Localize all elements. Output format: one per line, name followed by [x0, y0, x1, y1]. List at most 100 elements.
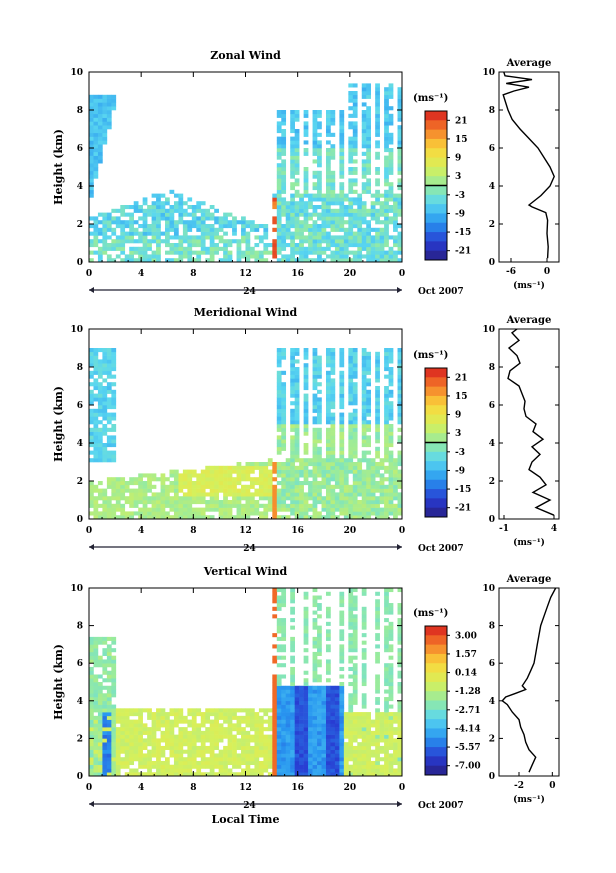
heatmap-cell [384, 477, 389, 482]
heatmap-cell [147, 760, 152, 766]
heatmap-cell [334, 193, 340, 198]
heatmap-cell [281, 595, 287, 600]
heatmap-cell [308, 742, 313, 747]
heatmap-cell [294, 469, 300, 474]
heatmap-cell [142, 243, 148, 248]
heatmap-cell [214, 715, 219, 720]
heatmap-cell [258, 473, 264, 478]
heatmap-cell [236, 246, 242, 251]
heatmap-cell [102, 500, 108, 505]
heatmap-cell [223, 481, 228, 486]
heatmap-cell [384, 431, 389, 436]
heatmap-cell [89, 351, 94, 356]
heatmap-cell [205, 208, 211, 213]
heatmap-cell [245, 235, 251, 240]
heatmap-cell [281, 685, 287, 690]
heatmap-cell [303, 727, 309, 732]
heatmap-cell [241, 227, 246, 232]
heatmap-cell [191, 723, 197, 728]
heatmap-cell [388, 189, 394, 194]
heatmap-cell [227, 515, 233, 520]
x-tick-label: 16 [291, 783, 304, 793]
heatmap-cell [325, 393, 331, 398]
heatmap-cell [97, 140, 103, 145]
heatmap-cell [294, 730, 300, 735]
heatmap-cell [196, 235, 202, 240]
heatmap-cell [173, 745, 179, 750]
heatmap-cell [321, 216, 327, 221]
heatmap-cell [276, 655, 282, 660]
heatmap-cell [281, 243, 287, 248]
heatmap-cell [384, 678, 389, 683]
heatmap-cell [366, 503, 371, 508]
heatmap-cell [115, 481, 121, 486]
heatmap-cell [330, 144, 336, 149]
heatmap-cell [352, 715, 358, 720]
heatmap-cell [102, 515, 108, 520]
heatmap-cell [200, 500, 206, 505]
heatmap-cell [330, 405, 336, 410]
heatmap-cell [97, 363, 103, 368]
heatmap-cell [147, 477, 152, 482]
heatmap-cell [276, 239, 282, 244]
heatmap-cell [191, 727, 197, 732]
heatmap-cell [303, 431, 309, 436]
heatmap-cell [111, 102, 117, 107]
heatmap-cell [303, 723, 309, 728]
heatmap-cell [348, 719, 354, 724]
heatmap-cell [348, 659, 354, 664]
heatmap-cell [397, 435, 403, 440]
heatmap-cell [165, 484, 170, 489]
heatmap-cell [343, 719, 349, 724]
heatmap-cell [397, 201, 403, 206]
heatmap-cell [317, 408, 322, 413]
heatmap-cell [191, 220, 197, 225]
heatmap-cell [384, 507, 389, 512]
heatmap-cell [258, 469, 264, 474]
heatmap-cell [375, 633, 380, 638]
heatmap-cell [388, 87, 394, 92]
heatmap-cell [272, 201, 278, 206]
heatmap-cell [245, 764, 251, 769]
heatmap-cell [93, 435, 99, 440]
heatmap-cell [361, 719, 367, 724]
heatmap-cell [241, 719, 246, 724]
heatmap-cell [106, 121, 112, 126]
profile-y-tick-label: 8 [489, 106, 495, 116]
heatmap-cell [209, 488, 215, 493]
heatmap-cell [263, 231, 269, 236]
heatmap-cell [249, 727, 255, 732]
heatmap-cell [303, 719, 309, 724]
heatmap-cell [348, 83, 354, 88]
heatmap-cell [281, 473, 287, 478]
heatmap-cell [325, 189, 331, 194]
heatmap-cell [330, 462, 336, 467]
heatmap-cell [111, 484, 117, 489]
heatmap-cell [182, 515, 188, 520]
heatmap-cell [187, 723, 193, 728]
heatmap-cell [348, 454, 354, 459]
colorbar-swatch [425, 681, 447, 692]
heatmap-cell [339, 186, 345, 191]
heatmap-cell [397, 768, 403, 773]
heatmap-cell [357, 719, 363, 724]
heatmap-cell [241, 477, 246, 482]
heatmap-cell [294, 473, 300, 478]
heatmap-cell [370, 246, 376, 251]
heatmap-cell [111, 435, 117, 440]
heatmap-cell [339, 132, 345, 137]
heatmap-cell [156, 719, 161, 724]
heatmap-cell [325, 742, 331, 747]
heatmap-cell [281, 507, 287, 512]
heatmap-cell [156, 216, 161, 221]
heatmap-cell [352, 420, 358, 425]
heatmap-cell [276, 757, 282, 762]
heatmap-cell [317, 110, 322, 115]
heatmap-cell [312, 129, 318, 134]
heatmap-cell [325, 239, 331, 244]
heatmap-cell [343, 511, 349, 516]
heatmap-cell [325, 723, 331, 728]
heatmap-cell [97, 719, 103, 724]
heatmap-cell [343, 715, 349, 720]
heatmap-cell [290, 374, 295, 379]
